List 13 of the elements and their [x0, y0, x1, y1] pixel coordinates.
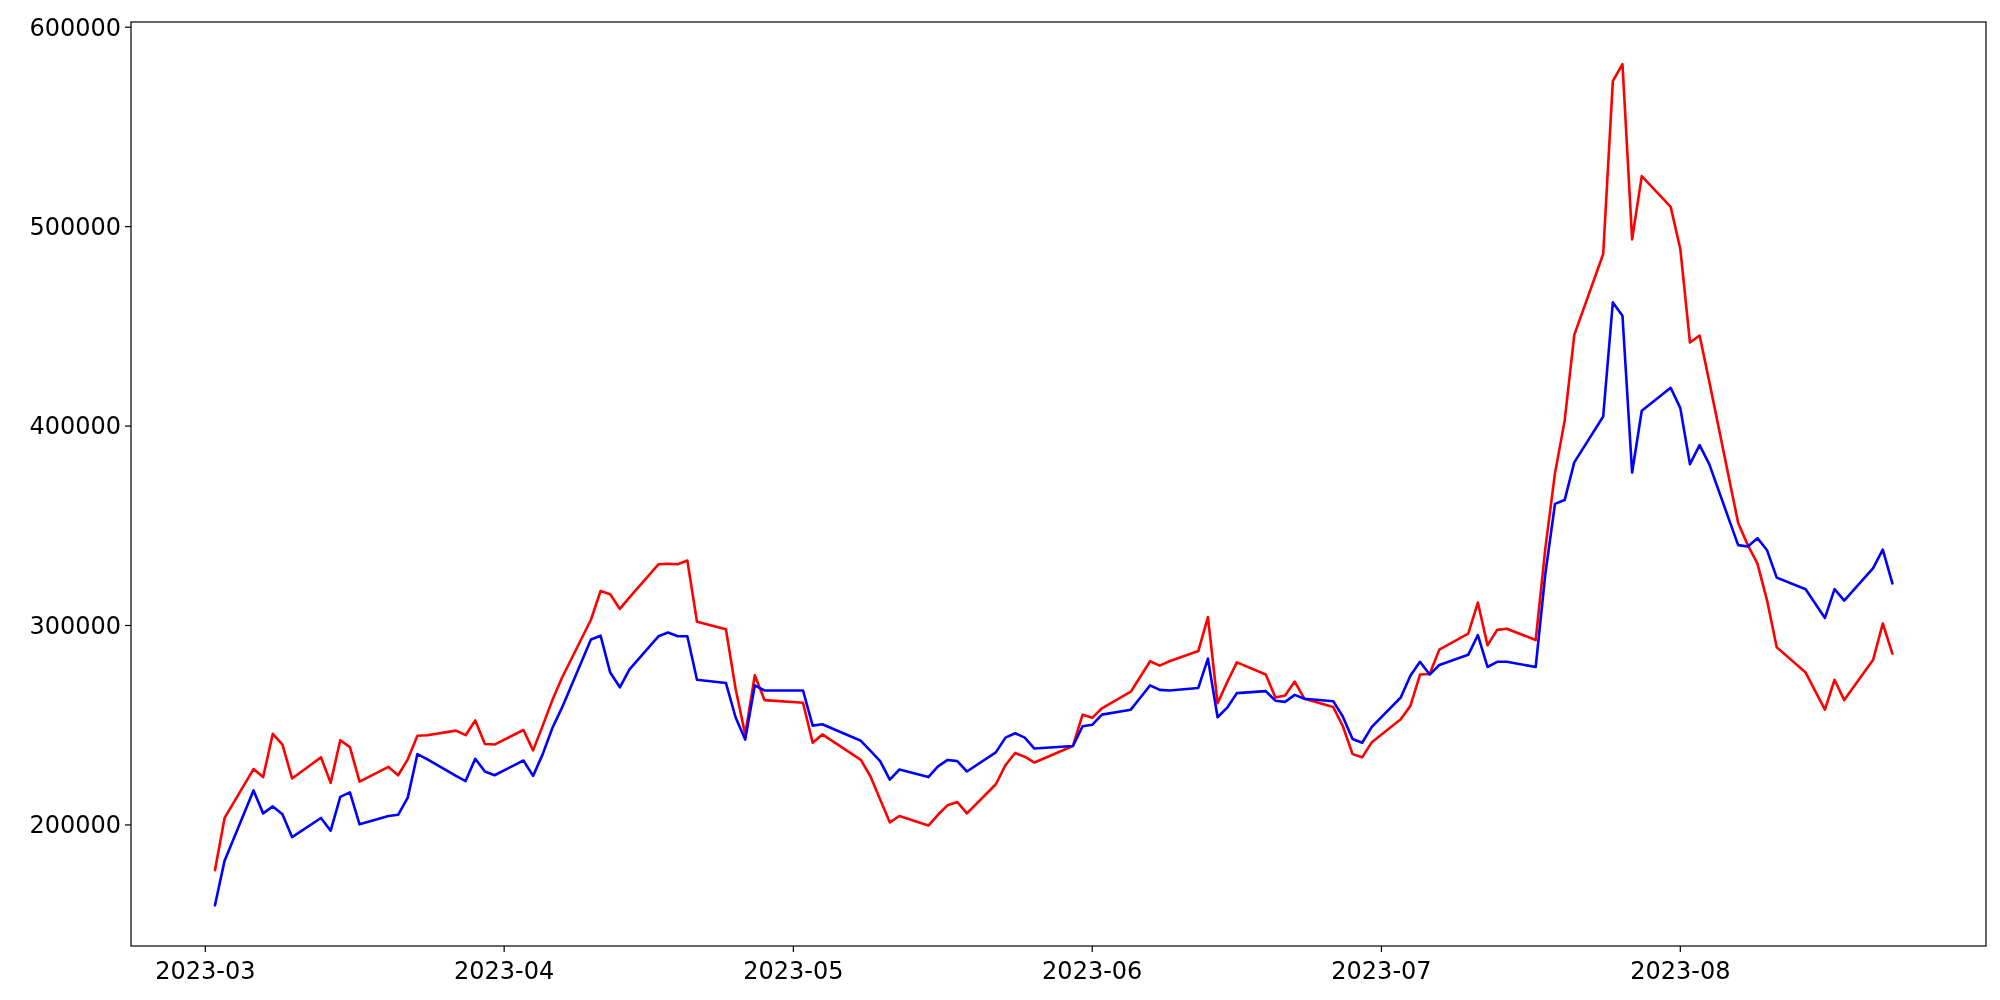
y-tick-label: 600000: [29, 13, 121, 42]
x-tick-label: 2023-08: [1630, 957, 1731, 985]
x-tick-label: 2023-06: [1042, 957, 1143, 985]
x-tick-label: 2023-05: [743, 957, 844, 985]
y-tick-label: 300000: [29, 611, 121, 640]
x-tick-label: 2023-07: [1331, 957, 1432, 985]
x-tick-label: 2023-04: [454, 957, 555, 985]
y-tick-label: 200000: [29, 811, 121, 840]
line-series: [213, 301, 1894, 907]
line-series: [213, 62, 1894, 872]
y-tick-label: 400000: [29, 412, 121, 441]
x-tick-label: 2023-03: [155, 957, 256, 985]
y-tick-label: 500000: [29, 213, 121, 242]
